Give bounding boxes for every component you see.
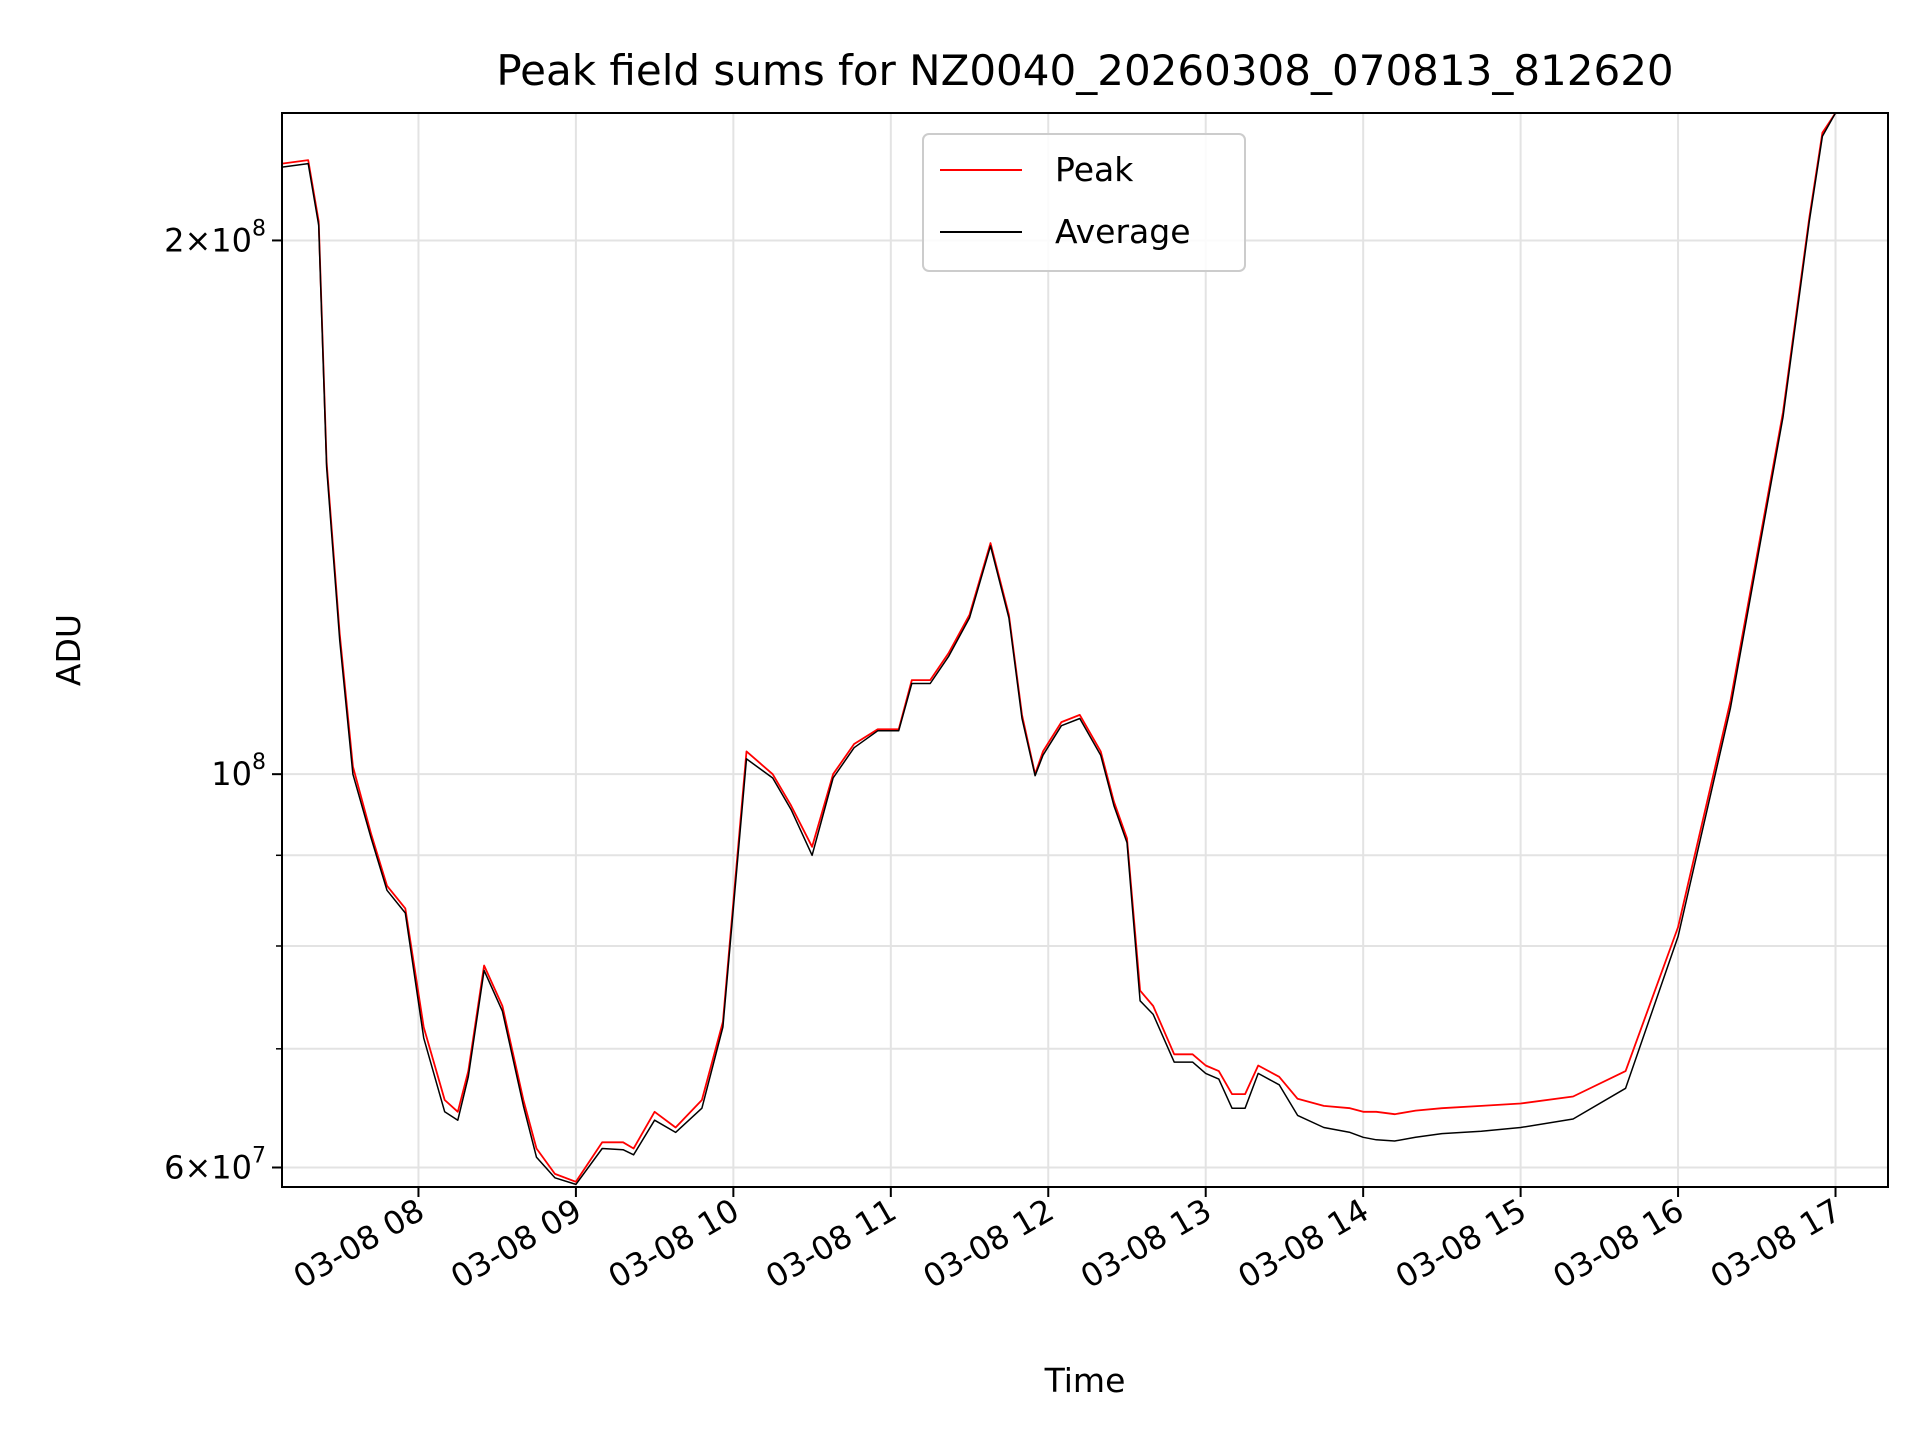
y-axis-label: ADU [49, 614, 88, 686]
y-tick-exponent: 8 [252, 216, 266, 241]
legend-label-average: Average [1055, 212, 1191, 251]
y-tick-mantissa: 6 [164, 1149, 184, 1187]
legend: Peak Average [922, 133, 1246, 272]
y-tick-times: × [184, 1149, 211, 1187]
series-line-average [282, 113, 1888, 1186]
y-tick-base: 10 [211, 221, 252, 259]
y-tick-label: 108 [211, 750, 266, 793]
y-tick-base: 10 [211, 755, 252, 793]
plot-frame [281, 112, 1889, 1188]
legend-box [922, 133, 1246, 272]
y-tick-mantissa: 2 [164, 221, 184, 259]
y-tick-label: 2×108 [164, 216, 266, 259]
y-tick-exponent: 8 [252, 750, 266, 775]
series-layer [282, 113, 1888, 1186]
y-tick-label: 6×107 [164, 1144, 266, 1187]
y-tick-exponent: 7 [252, 1144, 266, 1169]
x-axis-label: Time [1044, 1361, 1126, 1400]
y-tick-times: × [184, 221, 211, 259]
legend-label-peak: Peak [1055, 150, 1134, 189]
y-tick-base: 10 [211, 1149, 252, 1187]
chart-title: Peak field sums for NZ0040_20260308_0708… [496, 46, 1673, 95]
